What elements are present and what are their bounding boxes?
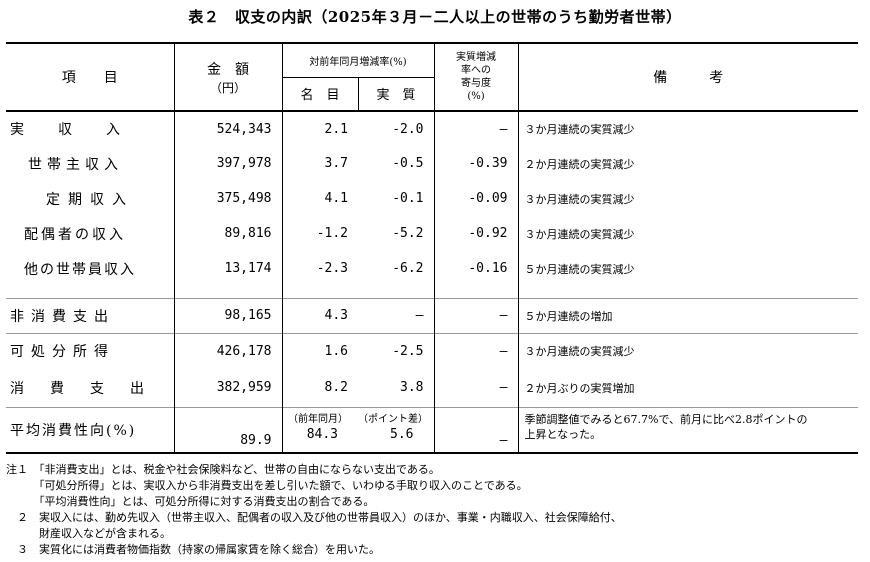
table-row-propensity: 平均消費性向(%) 89.9 （前年同月） 84.3 （ポイント差） 5.6 —… (6, 406, 858, 453)
table-row: 配偶者の収入 89,816 -1.2 -5.2 -0.92 ３か月連続の実質減少 (6, 216, 858, 251)
row-nominal: 1.6 (281, 332, 358, 369)
header-yoy: 対前年同月増減率(%) (281, 43, 434, 78)
header-nominal: 名 目 (281, 77, 358, 111)
footnote-line: ３ 実質化には消費者物価指数（持家の帰属家賃を除く総合）を用いた。 (6, 543, 380, 556)
header-amount-label: 金 額 (207, 61, 249, 78)
row-nominal: 3.7 (281, 146, 358, 181)
row-item-label: 可処分所得 (6, 332, 174, 369)
row-contrib: -0.39 (433, 146, 518, 181)
row-contrib: — (433, 111, 518, 146)
row-remark: ３か月連続の実質減少 (517, 332, 858, 369)
row-amount: 524,343 (173, 111, 282, 146)
row-real: 5.6 (390, 426, 414, 442)
footnotes: 注１ 「非消費支出」とは、税金や社会保険料など、世帯の自由にならない支出である。… (6, 462, 864, 558)
row-remark: ３か月連続の実質減少 (517, 111, 858, 146)
row-nominal: 84.3 (306, 426, 338, 442)
header-contrib-line4: (%) (467, 91, 485, 102)
row-item-label: 他の世帯員収入 (24, 261, 136, 278)
row-remark-line2: 上昇となった。 (524, 427, 602, 441)
row-nominal: 8.2 (281, 369, 358, 407)
row-item-label: 消 費 支 出 (10, 380, 150, 397)
table-row: 可処分所得 426,178 1.6 -2.5 — ３か月連続の実質減少 (6, 332, 858, 369)
row-real-sub: （ポイント差） (358, 413, 428, 425)
income-expenditure-table: 項 目 金 額 （円） 対前年同月増減率(%) 実質増減 率への 寄与度 (%)… (6, 42, 858, 454)
header-item: 項 目 (6, 43, 174, 112)
row-item-label: 非消費支出 (6, 297, 174, 333)
row-contrib: — (433, 332, 518, 369)
row-real: -0.1 (392, 191, 424, 206)
row-real-cell: （ポイント差） 5.6 (358, 406, 434, 453)
row-remark: ５か月連続の実質減少 (517, 251, 858, 286)
table-row: 他の世帯員収入 13,174 -2.3 -6.2 -0.16 ５か月連続の実質減… (6, 251, 858, 286)
table-row: 消 費 支 出 382,959 8.2 3.8 — ２か月ぶりの実質増加 (6, 369, 858, 407)
row-contrib: — (433, 369, 518, 407)
header-contrib-line3: 寄与度 (461, 78, 491, 89)
row-contrib: — (433, 406, 518, 453)
row-item-label: 世帯主収入 (28, 156, 123, 173)
row-remark: 季節調整値でみると67.7%で、前月に比べ2.8ポイントの 上昇となった。 (517, 406, 858, 453)
row-remark: ２か月ぶりの実質増加 (517, 369, 858, 407)
row-remark: ３か月連続の実質減少 (517, 216, 858, 251)
header-row-2: 名 目 実 質 (6, 77, 858, 111)
row-nominal: -2.3 (281, 251, 358, 286)
row-item-label: 定期収入 (46, 191, 134, 208)
table-row: 定期収入 375,498 4.1 -0.1 -0.09 ３か月連続の実質減少 (6, 181, 858, 216)
row-contrib: -0.16 (433, 251, 518, 286)
row-item-label: 実 収 入 (10, 122, 122, 138)
row-real: -6.2 (392, 261, 424, 276)
row-nominal: 4.3 (281, 297, 358, 333)
footnote-line: ２ 実収入には、勤め先収入（世帯主収入、配偶者の収入及び他の世帯員収入）のほか、… (6, 511, 622, 524)
row-amount: 89,816 (173, 216, 282, 251)
row-real: 3.8 (400, 380, 424, 396)
row-amount: 98,165 (173, 297, 282, 333)
row-remark: ５か月連続の増加 (517, 297, 858, 333)
row-amount: 375,498 (173, 181, 282, 216)
table-row: 実 収 入 524,343 2.1 -2.0 — ３か月連続の実質減少 (6, 111, 858, 146)
row-amount: 397,978 (173, 146, 282, 181)
header-amount: 金 額 （円） (173, 43, 282, 112)
row-item-label: 平均消費性向(%) (6, 406, 174, 453)
header-contrib: 実質増減 率への 寄与度 (%) (433, 43, 518, 112)
row-nominal: 2.1 (281, 111, 358, 146)
header-amount-unit: （円） (209, 80, 246, 95)
table-row: 世帯主収入 397,978 3.7 -0.5 -0.39 ２か月連続の実質減少 (6, 146, 858, 181)
table-title: 表２ 収支の内訳（2025年３月－二人以上の世帯のうち勤労者世帯） (188, 8, 682, 26)
row-nominal: 4.1 (281, 181, 358, 216)
row-real: -2.5 (358, 332, 434, 369)
row-nominal-sub: （前年同月） (288, 413, 348, 425)
row-item-label: 配偶者の収入 (24, 226, 126, 243)
row-real: -2.0 (392, 121, 424, 137)
row-real: — (358, 297, 434, 333)
row-amount: 382,959 (173, 369, 282, 407)
spacer-row (6, 286, 858, 298)
header-contrib-line2: 率への (461, 65, 491, 76)
header-contrib-line1: 実質増減 (456, 52, 496, 63)
row-real: -5.2 (392, 226, 424, 241)
row-real: -0.5 (392, 156, 424, 171)
footnote-line: 注１ 「非消費支出」とは、税金や社会保険料など、世帯の自由にならない支出である。 (6, 463, 440, 476)
row-amount: 426,178 (173, 332, 282, 369)
row-remark: ３か月連続の実質減少 (517, 181, 858, 216)
row-nominal: -1.2 (281, 216, 358, 251)
footnote-line: 「可処分所得」とは、実収入から非消費支出を差し引いた額で、いわゆる手取り収入のこ… (6, 479, 528, 492)
row-amount: 89.9 (173, 406, 282, 453)
row-amount: 13,174 (173, 251, 282, 286)
row-contrib: — (433, 297, 518, 333)
row-contrib: -0.92 (433, 216, 518, 251)
row-remark-line1: 季節調整値でみると67.7%で、前月に比べ2.8ポイントの (524, 412, 808, 426)
row-nominal-cell: （前年同月） 84.3 (281, 406, 358, 453)
header-real: 実 質 (357, 77, 434, 111)
header-row-1: 項 目 金 額 （円） 対前年同月増減率(%) 実質増減 率への 寄与度 (%)… (6, 43, 858, 112)
table-row: 非消費支出 98,165 4.3 — — ５か月連続の増加 (6, 297, 858, 333)
footnote-line: 財産収入などが含まれる。 (6, 527, 171, 540)
footnote-line: 「平均消費性向」とは、可処分所得に対する消費支出の割合である。 (6, 495, 375, 508)
row-remark: ２か月連続の実質減少 (517, 146, 858, 181)
row-contrib: -0.09 (433, 181, 518, 216)
header-remarks: 備 考 (517, 43, 858, 112)
